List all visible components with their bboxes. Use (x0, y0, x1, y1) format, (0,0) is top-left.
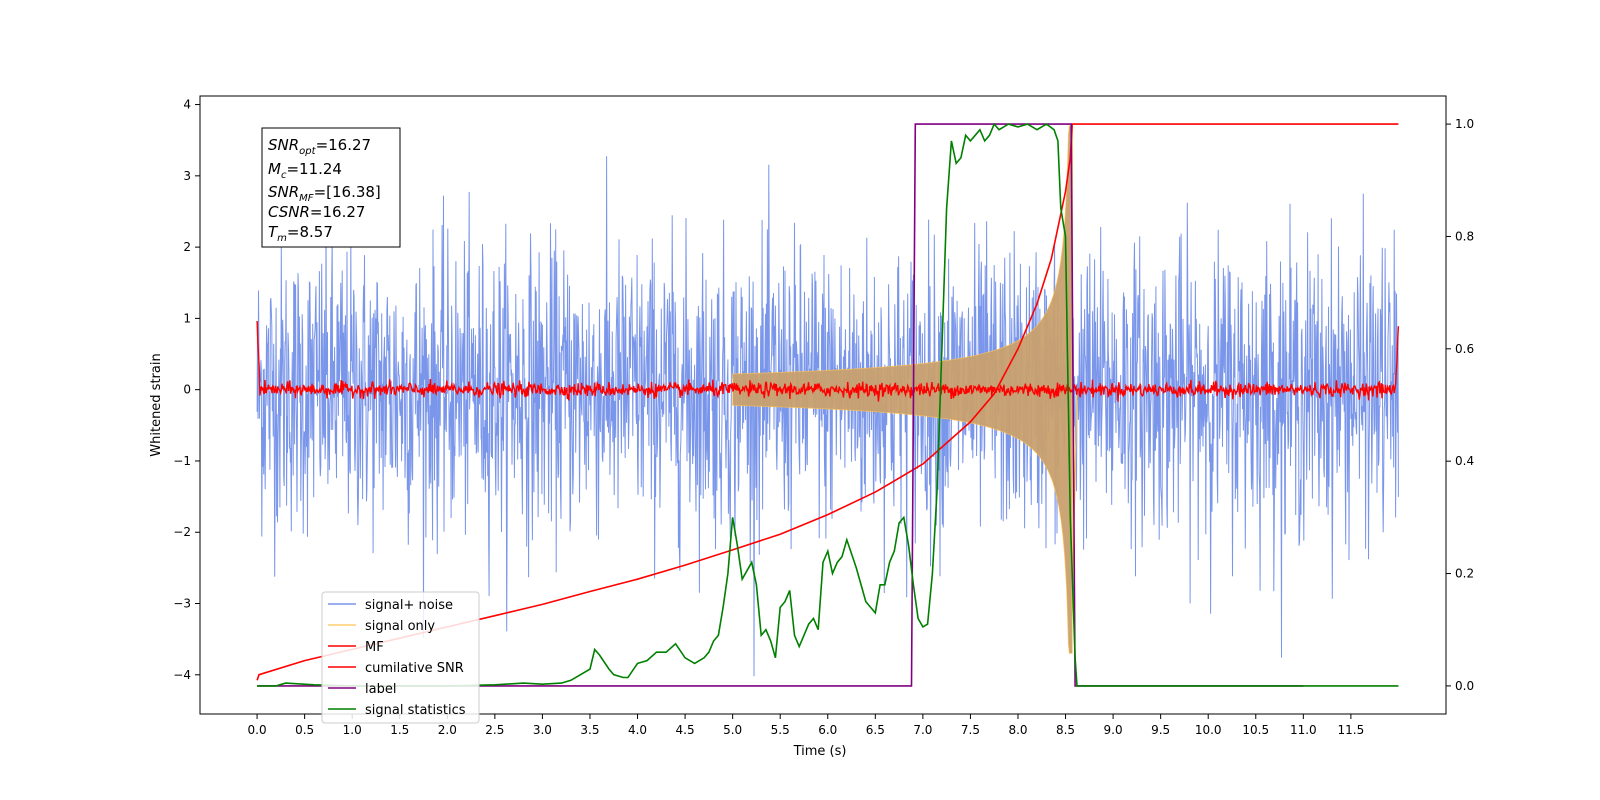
y2-tick-label: 0.8 (1455, 229, 1474, 243)
y-tick-label: 4 (183, 98, 191, 112)
x-tick-label: 1.0 (343, 723, 362, 737)
annotation-box: SNRopt=16.27 Mc=11.24 SNRMF=[16.38] CSNR… (261, 127, 401, 248)
y2-tick-label: 0.2 (1455, 567, 1474, 581)
x-tick-label: 5.5 (771, 723, 790, 737)
y-tick-label: 0 (183, 383, 191, 397)
x-tick-label: 3.0 (533, 723, 552, 737)
x-tick-label: 9.5 (1151, 723, 1170, 737)
y2-tick-label: 0.6 (1455, 342, 1474, 356)
mf-series (256, 320, 1400, 402)
x-tick-label: 7.0 (913, 723, 932, 737)
y-tick-label: −2 (173, 525, 191, 539)
annotation-snr-opt: SNRopt=16.27 (268, 136, 371, 157)
legend-label-signal-noise: signal+ noise (365, 598, 453, 613)
signal-statistics-line (257, 122, 1399, 687)
annotation-snr-mf: SNRMF=[16.38] (268, 183, 381, 204)
x-tick-label: 10.5 (1242, 723, 1269, 737)
x-tick-label: 6.5 (866, 723, 885, 737)
y-tick-label: −4 (173, 668, 191, 682)
x-axis: 0.0 0.5 1.0 1.5 2.0 2.5 3.0 3.5 4.0 4.5 5.0 5.5 6.0 6… (248, 714, 1365, 737)
y-axis-right: 0.0 0.2 0.4 0.6 0.8 1.0 (1446, 117, 1474, 693)
x-tick-label: 2.0 (438, 723, 457, 737)
x-tick-label: 0.5 (295, 723, 314, 737)
x-tick-label: 7.5 (961, 723, 980, 737)
y2-tick-label: 0.0 (1455, 679, 1474, 693)
legend-label-mf: MF (365, 640, 384, 655)
annotation-csnr: CSNR=16.27 (268, 203, 365, 221)
y-tick-label: −1 (173, 454, 191, 468)
x-tick-label: 10.0 (1195, 723, 1222, 737)
legend-label-signal-only: signal only (365, 619, 435, 634)
x-tick-label: 9.0 (1104, 723, 1123, 737)
legend-label-signal-statistics: signal statistics (365, 703, 466, 718)
x-tick-label: 5.0 (723, 723, 742, 737)
x-tick-label: 0.0 (248, 723, 267, 737)
signal-noise-line (256, 156, 1399, 677)
legend-label-label: label (365, 682, 396, 697)
legend-label-cumulative-snr: cumilative SNR (365, 661, 464, 676)
x-tick-label: 8.5 (1056, 723, 1075, 737)
mf-line (256, 320, 1400, 402)
y-tick-label: −3 (173, 597, 191, 611)
y-tick-label: 1 (183, 311, 191, 325)
annotation-mc: Mc=11.24 (268, 160, 342, 181)
y-axis-label: Whitened strain (149, 353, 164, 456)
plot-frame (199, 95, 1447, 715)
signal-statistics-series (257, 122, 1399, 687)
x-tick-label: 11.0 (1290, 723, 1317, 737)
y-axis-left: −4 −3 −2 −1 0 1 2 3 4 (173, 98, 200, 682)
x-tick-label: 1.5 (390, 723, 409, 737)
x-tick-label: 6.0 (818, 723, 837, 737)
legend: signal+ noise signal only MF cumilative … (321, 591, 480, 724)
signal-noise-series (256, 156, 1399, 677)
annotation-tm: Tm=8.57 (268, 223, 333, 244)
x-tick-label: 8.0 (1008, 723, 1027, 737)
x-tick-label: 4.5 (676, 723, 695, 737)
x-tick-label: 11.5 (1338, 723, 1365, 737)
x-tick-label: 4.0 (628, 723, 647, 737)
x-tick-label: 3.5 (580, 723, 599, 737)
y-tick-label: 3 (183, 169, 191, 183)
x-tick-label: 2.5 (485, 723, 504, 737)
x-axis-label: Time (s) (793, 744, 847, 759)
y2-tick-label: 1.0 (1455, 117, 1474, 131)
y2-tick-label: 0.4 (1455, 454, 1474, 468)
y-tick-label: 2 (183, 240, 191, 254)
